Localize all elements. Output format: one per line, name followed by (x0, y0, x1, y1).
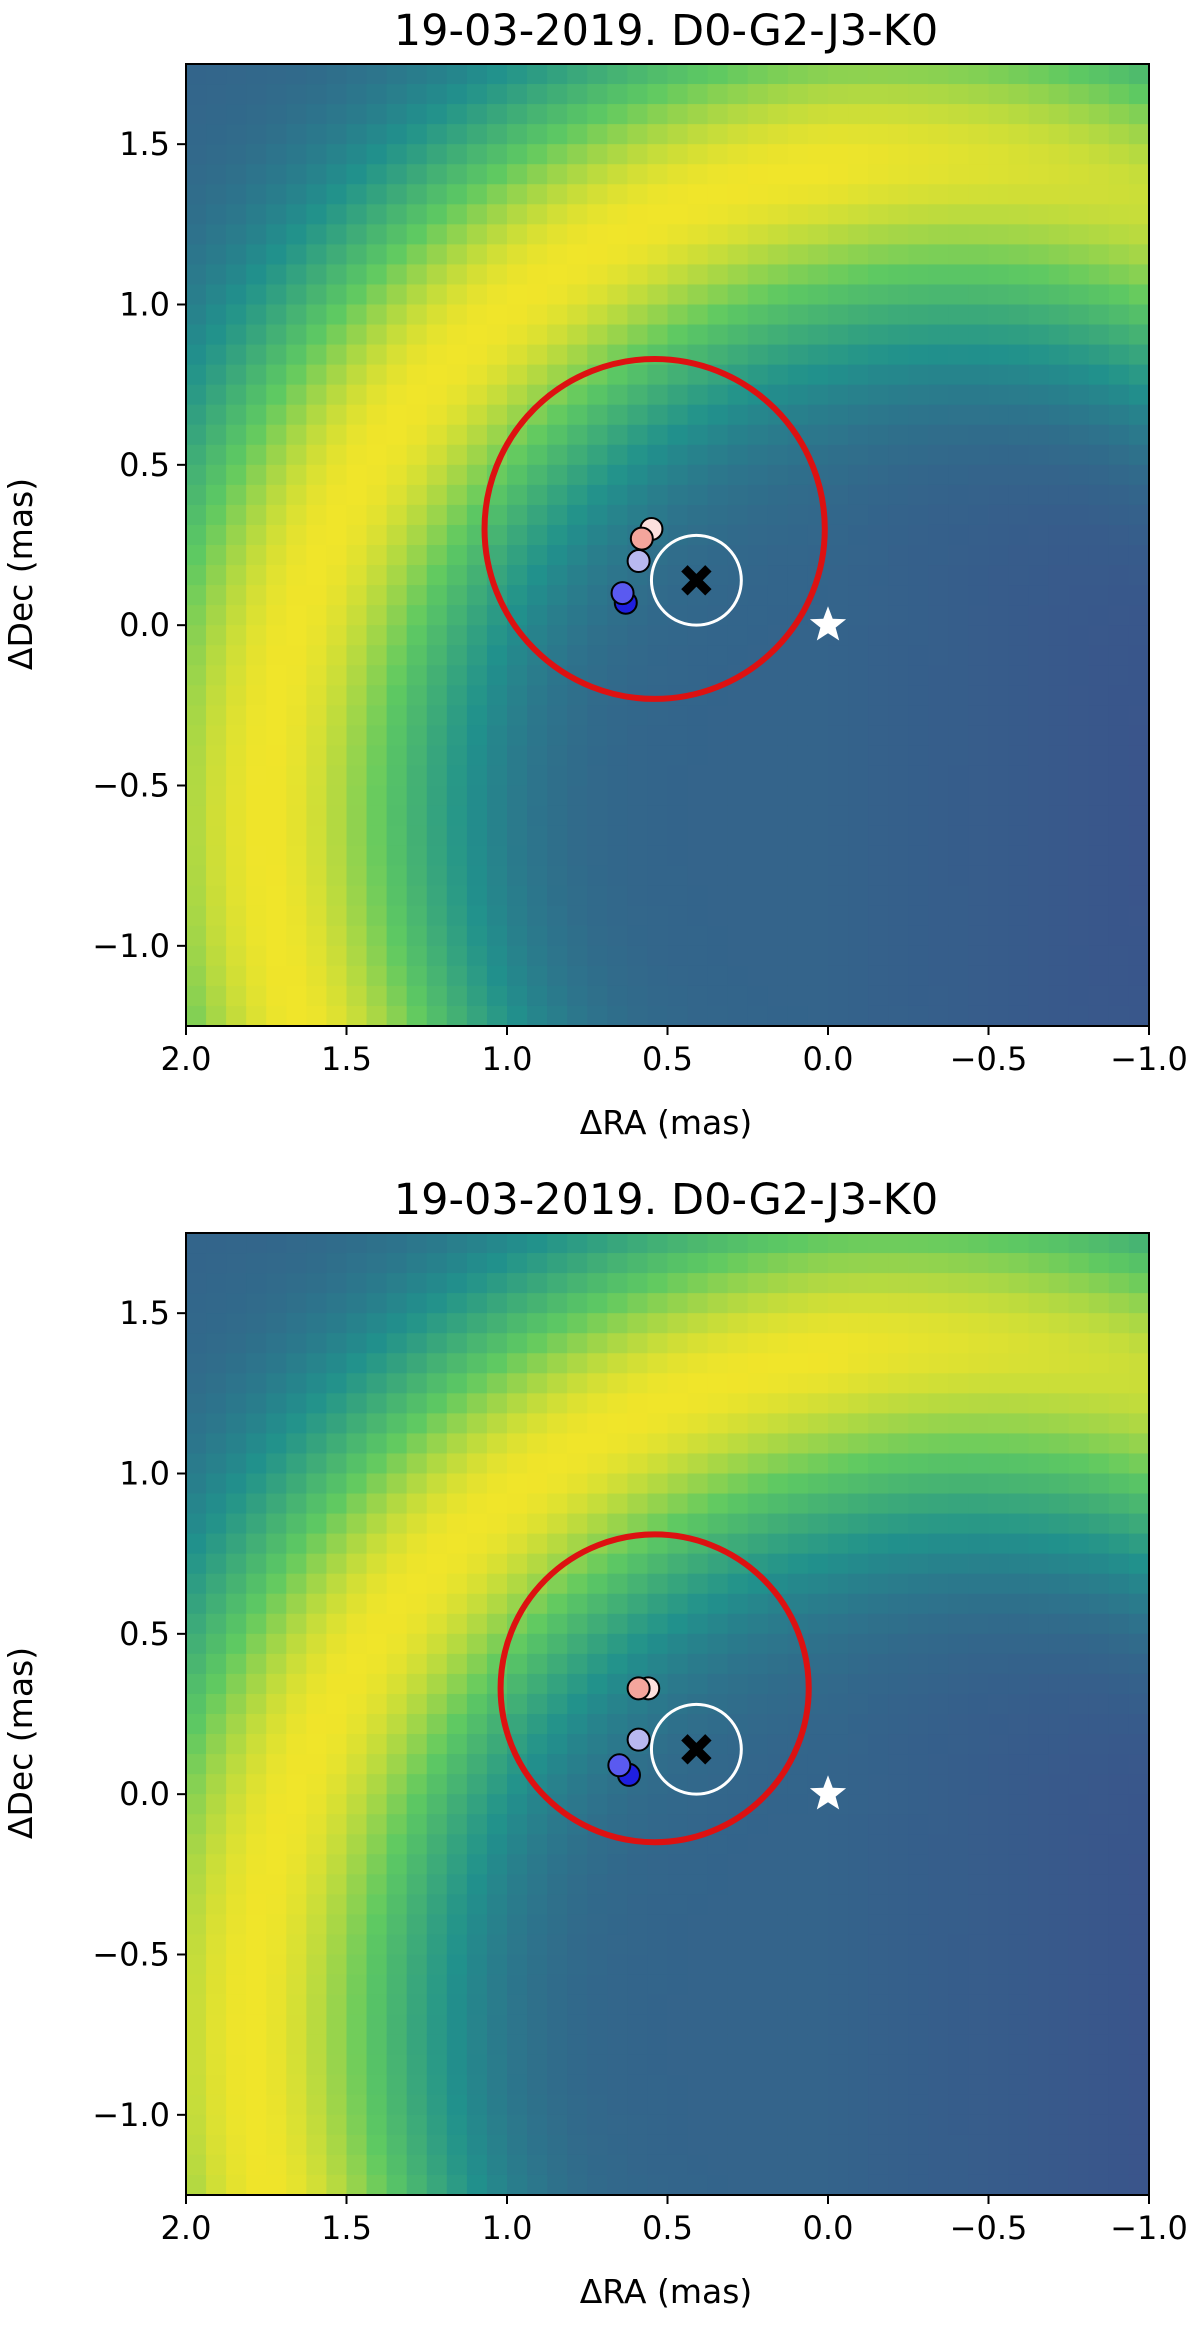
star-marker (809, 606, 847, 641)
heatmap (186, 64, 1149, 1026)
x-tick-label: 1.5 (321, 2209, 372, 2247)
y-tick-label: 0.5 (119, 1615, 170, 1653)
y-tick-label: 1.5 (119, 1294, 170, 1332)
x-tick-label: −1.0 (1110, 2209, 1188, 2247)
y-tick-label: 1.5 (119, 125, 170, 163)
y-tick-label: 1.0 (119, 286, 170, 324)
red-circle (497, 1531, 812, 1846)
x-tick-label: −0.5 (950, 1040, 1028, 1078)
y-tick-label: 0.0 (119, 606, 170, 644)
x-axis-label: ΔRA (mas) (580, 1103, 753, 1142)
chart-panel-2: 19-03-2019. D0-G2-J3-K0 ΔRA (mas) ΔDec (… (0, 1169, 1200, 2339)
x-tick-label: −1.0 (1110, 1040, 1188, 1078)
best-fit-cross-marker (681, 565, 712, 596)
y-axis-label: ΔDec (mas) (1, 1647, 40, 1839)
data-point (626, 549, 651, 574)
x-tick-label: 0.0 (803, 1040, 854, 1078)
x-tick-label: 0.5 (642, 1040, 693, 1078)
x-tick-label: 2.0 (161, 1040, 212, 1078)
y-axis-label: ΔDec (mas) (1, 478, 40, 670)
x-tick-label: 1.0 (482, 1040, 533, 1078)
y-tick-label: 1.0 (119, 1455, 170, 1493)
red-circle (481, 356, 828, 702)
y-tick-label: −1.0 (92, 927, 170, 965)
y-tick-label: 0.0 (119, 1775, 170, 1813)
error-circle (649, 1702, 743, 1796)
data-point (626, 1676, 651, 1701)
x-tick-label: 2.0 (161, 2209, 212, 2247)
x-tick-label: −0.5 (950, 2209, 1028, 2247)
star-marker (809, 1775, 847, 1810)
x-tick-label: 0.0 (803, 2209, 854, 2247)
data-point (626, 1727, 651, 1752)
data-point (629, 526, 654, 551)
x-tick-label: 1.0 (482, 2209, 533, 2247)
y-tick-label: 0.5 (119, 446, 170, 484)
x-tick-label: 0.5 (642, 2209, 693, 2247)
best-fit-cross-marker (681, 1734, 712, 1765)
chart-2: 19-03-2019. D0-G2-J3-K0 ΔRA (mas) ΔDec (… (1, 1175, 1188, 2311)
x-axis-label: ΔRA (mas) (580, 2272, 753, 2311)
chart-1: 19-03-2019. D0-G2-J3-K0 ΔRA (mas) ΔDec (… (1, 6, 1188, 1142)
data-point (610, 581, 635, 606)
y-tick-label: −1.0 (92, 2096, 170, 2134)
y-tick-label: −0.5 (92, 767, 170, 805)
x-tick-label: 1.5 (321, 1040, 372, 1078)
error-circle (649, 533, 743, 627)
chart-panel-1: 19-03-2019. D0-G2-J3-K0 ΔRA (mas) ΔDec (… (1, 6, 1188, 1142)
heatmap (186, 1233, 1149, 2195)
y-tick-label: −0.5 (92, 1936, 170, 1974)
chart-title: 19-03-2019. D0-G2-J3-K0 (394, 1175, 939, 1225)
data-point (607, 1753, 632, 1778)
chart-title: 19-03-2019. D0-G2-J3-K0 (394, 6, 939, 56)
